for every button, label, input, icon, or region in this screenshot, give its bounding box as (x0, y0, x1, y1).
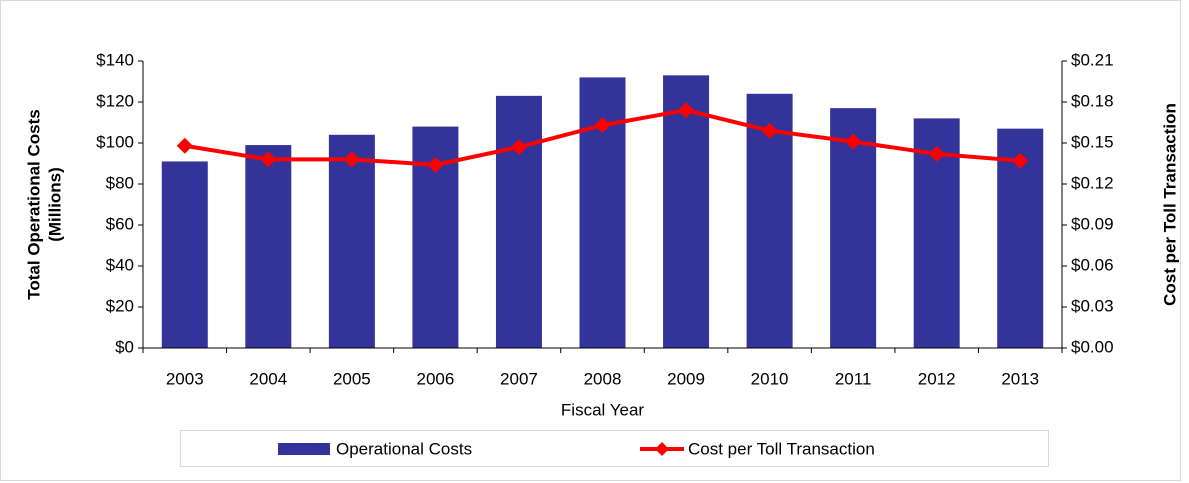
y-tick-label: $20 (106, 296, 134, 315)
x-tick-label: 2008 (584, 369, 622, 388)
x-tick-label: 2012 (918, 369, 956, 388)
x-axis-title: Fiscal Year (561, 400, 644, 419)
y2-tick-label: $0.06 (1071, 255, 1114, 274)
bar (245, 145, 292, 348)
legend-label: Cost per Toll Transaction (688, 439, 875, 458)
line-marker (427, 156, 444, 173)
line-marker (761, 122, 778, 139)
y-axis-title: Total Operational Costs (24, 109, 43, 300)
x-tick-label: 2003 (166, 369, 204, 388)
legend-marker (655, 442, 669, 456)
y2-tick-label: $0.21 (1071, 50, 1114, 69)
bar (161, 161, 208, 348)
y-axis-title: (Millions) (45, 167, 64, 242)
line-marker (510, 139, 527, 156)
line-marker (594, 117, 611, 134)
line-marker (845, 133, 862, 150)
line-marker (1012, 152, 1029, 169)
bar (328, 134, 375, 348)
x-tick-label: 2006 (416, 369, 454, 388)
line-marker (343, 151, 360, 168)
y-tick-label: $40 (106, 255, 134, 274)
y2-tick-label: $0.15 (1071, 132, 1114, 151)
y-tick-label: $100 (96, 132, 134, 151)
legend: Operational Costs Cost per Toll Transacti… (180, 430, 1049, 467)
y2-tick-label: $0.00 (1071, 337, 1114, 356)
x-tick-label: 2013 (1001, 369, 1039, 388)
bar (495, 95, 542, 348)
y-tick-label: $0 (115, 337, 134, 356)
line-marker (928, 145, 945, 162)
x-tick-label: 2005 (333, 369, 371, 388)
line-marker (260, 151, 277, 168)
line-marker (176, 137, 193, 154)
legend-swatch (278, 443, 330, 455)
y2-tick-label: $0.09 (1071, 214, 1114, 233)
y2-tick-label: $0.03 (1071, 296, 1114, 315)
x-tick-label: 2004 (249, 369, 287, 388)
x-tick-label: 2009 (667, 369, 705, 388)
y2-tick-label: $0.18 (1071, 91, 1114, 110)
line-marker (678, 102, 695, 119)
bar (663, 75, 710, 348)
x-tick-label: 2007 (500, 369, 538, 388)
y-tick-label: $60 (106, 214, 134, 233)
x-tick-label: 2010 (751, 369, 789, 388)
legend-label: Operational Costs (336, 439, 472, 458)
y-tick-label: $120 (96, 91, 134, 110)
y2-axis-title: Cost per Toll Transaction (1160, 103, 1179, 306)
y-tick-label: $140 (96, 50, 134, 69)
y2-tick-label: $0.12 (1071, 173, 1114, 192)
x-tick-label: 2011 (835, 369, 872, 388)
y-tick-label: $80 (106, 173, 134, 192)
